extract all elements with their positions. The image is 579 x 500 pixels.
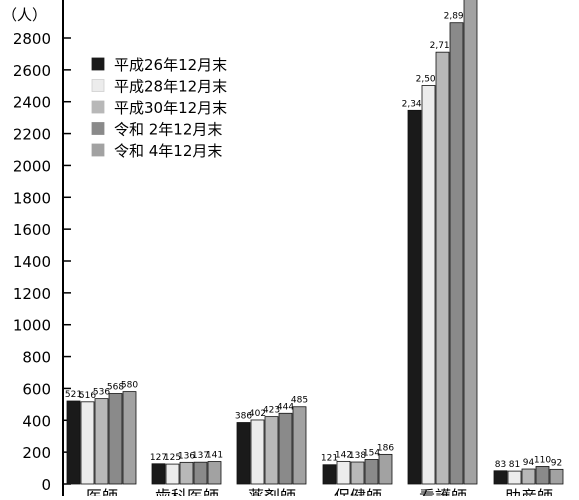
bar-value-label: 141 [206,451,223,461]
bar [151,463,166,485]
bar-value-label: 2,896 [444,12,470,22]
bar-value-label: 516 [79,391,96,401]
bar [407,109,422,485]
legend-label: 平成26年12月末 [114,56,227,74]
y-tick-label: 2000 [13,157,51,175]
y-tick-label: 0 [41,476,51,494]
bar-value-label: 125 [164,453,181,463]
bar [521,468,536,485]
bar-value-label: 402 [249,409,266,419]
legend-label: 令和 4年12月末 [114,142,222,160]
bar-value-label: 94 [523,458,535,468]
bar [535,466,550,485]
bar [236,422,251,485]
legend-label: 平成28年12月末 [114,78,227,96]
y-tick-label: 1000 [13,317,51,335]
legend-swatch [91,57,105,71]
y-tick-label: 1600 [13,221,51,239]
y-tick-label: 800 [22,349,51,367]
bar [449,22,464,485]
bar-value-label: 121 [321,454,338,464]
bar [336,460,351,485]
bar [364,459,379,485]
bar-value-label: 444 [277,402,294,412]
bar [421,85,436,485]
bar-value-label: 423 [263,406,280,416]
y-tick-label: 400 [22,412,51,430]
x-category-label: 助産師 [505,487,553,496]
bar-value-label: 127 [150,453,167,463]
bar-value-label: 2,346 [402,99,428,109]
bar-value-label: 137 [192,451,209,461]
bar [378,453,393,485]
bar-value-label: 142 [335,450,352,460]
bar [122,391,137,485]
legend-swatch [91,100,105,114]
bar [193,461,208,485]
bar [165,463,180,485]
bar [108,393,123,485]
legend-label: 令和 2年12月末 [114,121,222,139]
y-tick-label: 2600 [13,62,51,80]
x-category-label: 保健師 [334,487,382,496]
bar-value-label: 186 [377,443,394,453]
y-tick-label: 2800 [13,30,51,48]
bar [350,461,365,485]
bar-value-label: 110 [534,455,551,465]
bar [94,398,109,485]
x-category-label: 医師 [86,487,118,496]
bar [435,51,450,485]
bar-value-label: 485 [291,396,308,406]
y-tick-label: 2400 [13,94,51,112]
legend-swatch [91,143,105,157]
bar-value-label: 580 [121,381,138,391]
bar [250,419,265,485]
x-category-label: 薬剤師 [248,487,296,496]
bar-value-label: 136 [178,451,195,461]
bar-value-label: 83 [495,460,506,470]
bar-value-label: 2,502 [416,74,442,84]
bar-value-label: 92 [551,458,562,468]
bar [463,0,478,485]
bar [292,406,307,485]
y-tick-label: 600 [22,380,51,398]
bar [80,401,95,485]
bar-value-label: 2,711 [430,41,456,51]
bar-value-label: 386 [235,412,252,422]
y-tick-label: 2200 [13,126,51,144]
legend-swatch [91,122,105,135]
bar [493,470,508,485]
bar [322,464,337,485]
bar [66,400,81,485]
bar [179,461,194,485]
y-tick-label: 200 [22,444,51,462]
bar [549,468,564,485]
bar [207,461,222,485]
x-category-label: 看護師 [419,487,467,496]
bar-value-label: 138 [349,451,366,461]
x-category-label: 歯科医師 [155,487,219,496]
y-axis-unit-label: （人） [2,6,47,24]
y-tick-label: 1800 [13,189,51,207]
bar-value-label: 568 [107,383,124,393]
bar [507,470,522,485]
bar [264,416,279,485]
bar-value-label: 536 [93,388,110,398]
bar-value-label: 81 [509,460,520,470]
y-tick-label: 1200 [13,285,51,303]
legend-label: 平成30年12月末 [114,99,227,117]
bar [278,412,293,485]
bar-value-label: 521 [65,390,82,400]
legend-swatch [91,79,105,92]
y-tick-label: 1400 [13,253,51,271]
bar-value-label: 154 [363,448,380,458]
